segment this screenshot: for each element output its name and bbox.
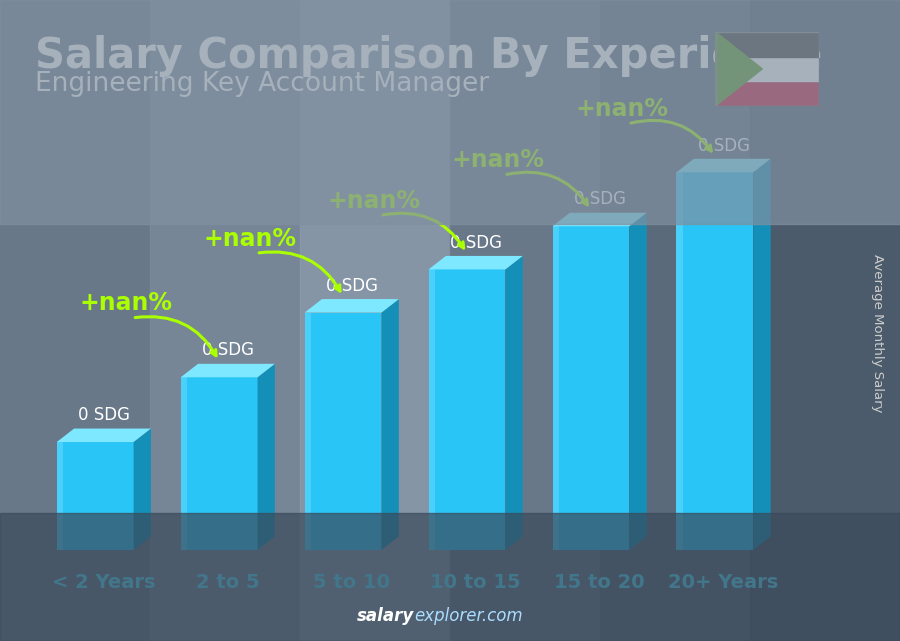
Bar [181, 378, 187, 550]
Bar [716, 32, 819, 106]
Text: 0 SDG: 0 SDG [326, 277, 378, 295]
Polygon shape [677, 159, 770, 172]
Polygon shape [428, 256, 523, 269]
Polygon shape [181, 364, 274, 378]
Text: 20+ Years: 20+ Years [669, 572, 778, 592]
Text: +nan%: +nan% [80, 291, 173, 315]
Text: 0 SDG: 0 SDG [77, 406, 130, 424]
Text: Engineering Key Account Manager: Engineering Key Account Manager [35, 71, 489, 97]
Bar [716, 32, 819, 56]
Text: Salary Comparison By Experience: Salary Comparison By Experience [35, 35, 823, 77]
Polygon shape [553, 213, 647, 226]
Polygon shape [257, 364, 274, 550]
Bar [428, 269, 435, 550]
Polygon shape [304, 299, 399, 313]
Text: +nan%: +nan% [452, 148, 544, 172]
Text: 0 SDG: 0 SDG [573, 190, 625, 208]
Text: 0 SDG: 0 SDG [202, 342, 254, 360]
Bar [304, 313, 382, 550]
Text: 15 to 20: 15 to 20 [554, 572, 645, 592]
Polygon shape [506, 256, 523, 550]
Polygon shape [382, 299, 399, 550]
Bar [716, 56, 819, 81]
Text: 2 to 5: 2 to 5 [196, 572, 259, 592]
Text: 0 SDG: 0 SDG [450, 233, 501, 252]
Polygon shape [629, 213, 647, 550]
Bar [57, 442, 63, 550]
Polygon shape [753, 159, 770, 550]
Text: < 2 Years: < 2 Years [52, 572, 156, 592]
Text: Average Monthly Salary: Average Monthly Salary [871, 254, 884, 413]
Text: 5 to 10: 5 to 10 [313, 572, 391, 592]
Polygon shape [133, 429, 151, 550]
Bar [716, 81, 819, 106]
Bar [553, 226, 559, 550]
Polygon shape [57, 429, 151, 442]
Text: 0 SDG: 0 SDG [698, 137, 750, 154]
Text: 10 to 15: 10 to 15 [430, 572, 521, 592]
Text: +nan%: +nan% [328, 188, 420, 213]
Bar [677, 172, 753, 550]
Polygon shape [716, 32, 762, 106]
Bar [181, 378, 257, 550]
Bar [553, 226, 629, 550]
Bar [57, 442, 133, 550]
Bar [304, 313, 310, 550]
Bar [428, 269, 506, 550]
Text: salary: salary [356, 607, 414, 625]
Text: +nan%: +nan% [203, 226, 297, 251]
Bar [677, 172, 682, 550]
Text: explorer.com: explorer.com [414, 607, 523, 625]
Text: +nan%: +nan% [575, 97, 669, 121]
